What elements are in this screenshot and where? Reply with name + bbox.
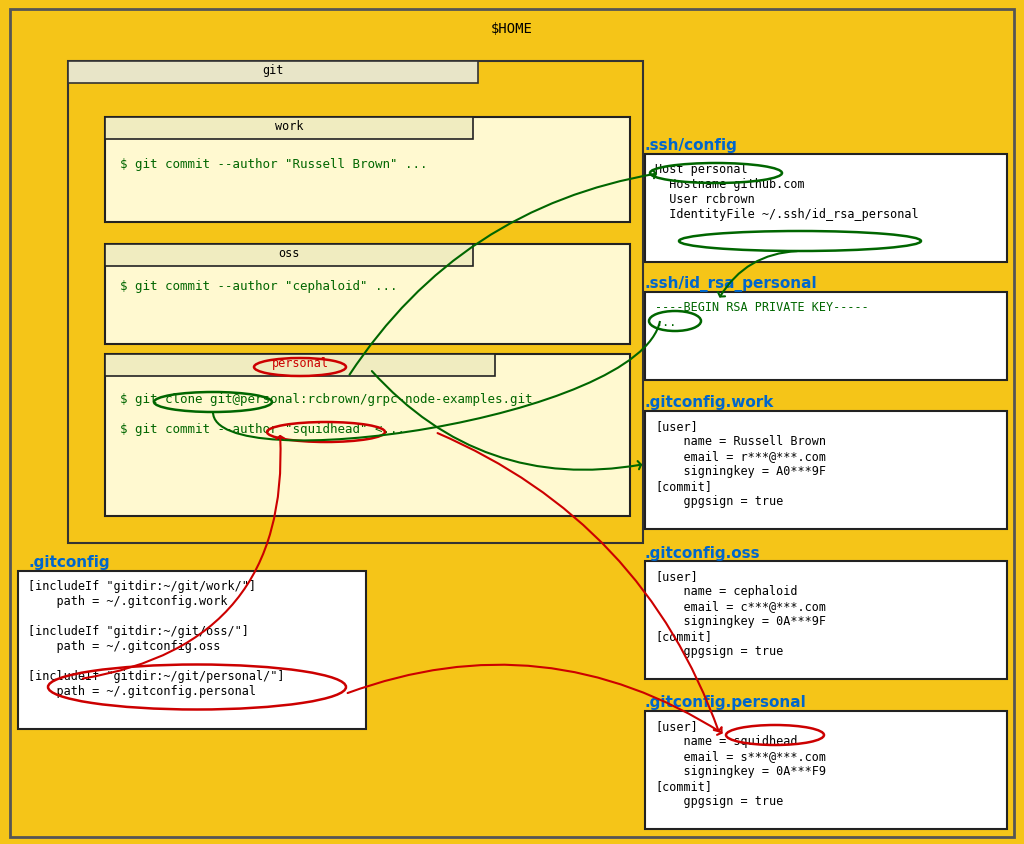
FancyBboxPatch shape: [645, 561, 1007, 679]
Text: ----BEGIN RSA PRIVATE KEY-----
...: ----BEGIN RSA PRIVATE KEY----- ...: [655, 300, 868, 328]
FancyBboxPatch shape: [645, 711, 1007, 829]
FancyBboxPatch shape: [105, 118, 473, 140]
FancyBboxPatch shape: [105, 354, 495, 376]
FancyBboxPatch shape: [645, 412, 1007, 529]
FancyBboxPatch shape: [68, 62, 478, 84]
FancyBboxPatch shape: [645, 154, 1007, 262]
Text: .gitconfig.oss: .gitconfig.oss: [645, 545, 761, 560]
FancyBboxPatch shape: [68, 62, 643, 544]
Text: $HOME: $HOME: [492, 22, 532, 36]
Text: $ git commit --author "Russell Brown" ...: $ git commit --author "Russell Brown" ..…: [120, 158, 427, 170]
Text: .ssh/id_rsa_personal: .ssh/id_rsa_personal: [645, 276, 817, 292]
Text: $ git commit --author "cephaloid" ...: $ git commit --author "cephaloid" ...: [120, 279, 397, 293]
Text: [user]
    name = cephaloid
    email = c***@***.com
    signingkey = 0A***9F
[c: [user] name = cephaloid email = c***@***…: [655, 570, 826, 657]
Text: personal: personal: [271, 356, 329, 370]
Text: $ git commit --author "squidhead" <...: $ git commit --author "squidhead" <...: [120, 423, 406, 436]
Text: $ git clone git@personal:rcbrown/grpc-node-examples.git: $ git clone git@personal:rcbrown/grpc-no…: [120, 392, 532, 405]
Text: .gitconfig.work: .gitconfig.work: [645, 394, 774, 409]
Text: git: git: [262, 64, 284, 77]
FancyBboxPatch shape: [105, 245, 473, 267]
FancyBboxPatch shape: [105, 354, 630, 517]
Text: .gitconfig: .gitconfig: [28, 555, 110, 570]
Text: Host personal
  Hostname github.com
  User rcbrown
  IdentityFile ~/.ssh/id_rsa_: Host personal Hostname github.com User r…: [655, 163, 919, 221]
Text: [user]
    name = squidhead
    email = s***@***.com
    signingkey = 0A***F9
[c: [user] name = squidhead email = s***@***…: [655, 719, 826, 807]
Text: .gitconfig.personal: .gitconfig.personal: [645, 694, 807, 709]
FancyBboxPatch shape: [10, 10, 1014, 837]
Text: oss: oss: [279, 246, 300, 260]
Text: work: work: [274, 120, 303, 133]
FancyBboxPatch shape: [18, 571, 366, 729]
Text: .ssh/config: .ssh/config: [645, 138, 738, 153]
FancyBboxPatch shape: [105, 118, 630, 223]
FancyBboxPatch shape: [645, 293, 1007, 381]
Text: [user]
    name = Russell Brown
    email = r***@***.com
    signingkey = A0***9: [user] name = Russell Brown email = r***…: [655, 419, 826, 507]
Text: [includeIf "gitdir:~/git/work/"]
    path = ~/.gitconfig.work

[includeIf "gitdi: [includeIf "gitdir:~/git/work/"] path = …: [28, 579, 285, 697]
FancyBboxPatch shape: [105, 245, 630, 344]
